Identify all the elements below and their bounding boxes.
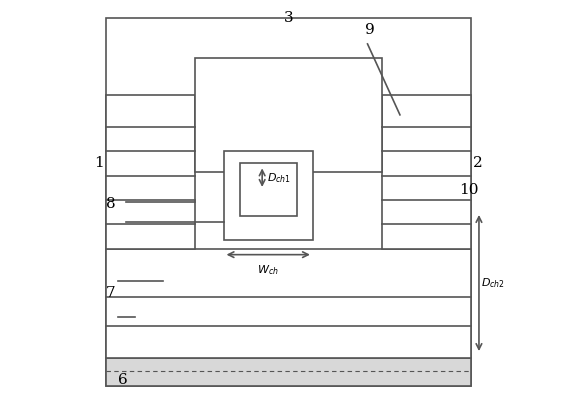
- Text: 3: 3: [284, 11, 293, 24]
- Bar: [106, 95, 195, 248]
- Text: 8: 8: [106, 197, 116, 211]
- Bar: [106, 358, 471, 386]
- Bar: [240, 164, 297, 216]
- Text: 1: 1: [94, 157, 104, 171]
- Bar: [106, 248, 471, 358]
- Text: 2: 2: [473, 157, 483, 171]
- Text: $D_{ch2}$: $D_{ch2}$: [481, 276, 505, 290]
- Bar: [224, 151, 313, 240]
- Bar: [195, 58, 382, 172]
- Text: $W_{ch}$: $W_{ch}$: [257, 263, 279, 277]
- Text: 10: 10: [459, 183, 479, 197]
- Bar: [382, 95, 471, 248]
- Text: 6: 6: [118, 373, 128, 387]
- Text: 7: 7: [106, 286, 116, 300]
- Text: $D_{ch1}$: $D_{ch1}$: [267, 171, 291, 184]
- Text: 9: 9: [365, 23, 374, 37]
